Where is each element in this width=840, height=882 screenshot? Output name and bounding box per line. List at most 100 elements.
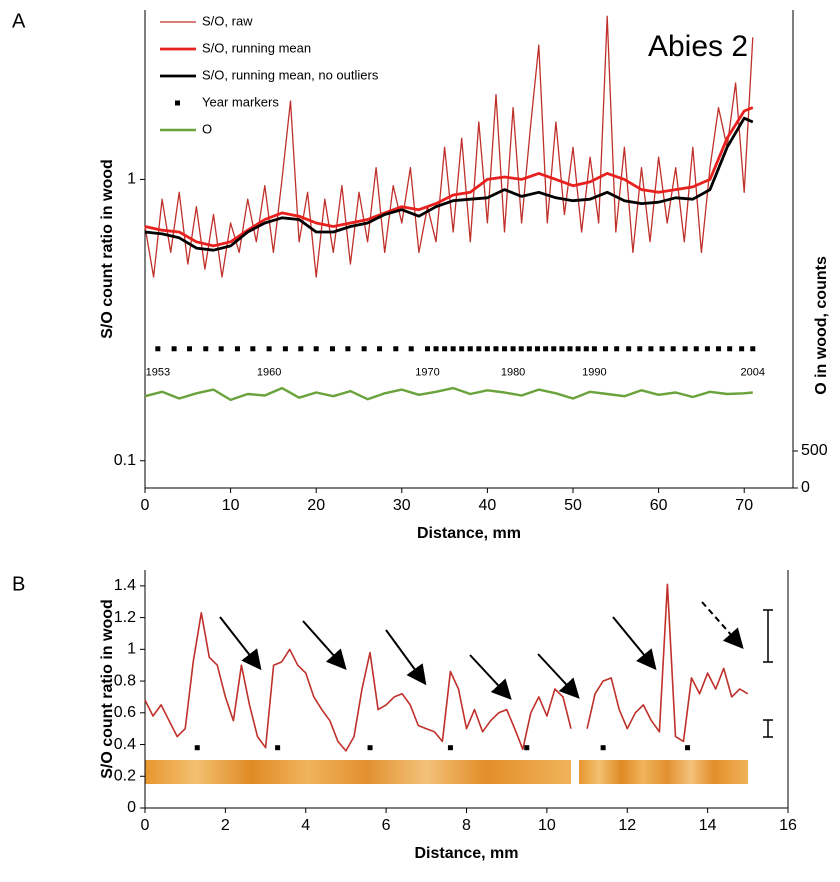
year-marker: [194, 745, 200, 751]
x-tick-label: 50: [564, 497, 582, 514]
legend-label: Year markers: [202, 94, 279, 109]
year-label: 1980: [501, 367, 525, 379]
year-marker: [424, 346, 430, 352]
year-marker: [450, 346, 456, 352]
year-marker: [187, 346, 193, 352]
year-marker: [218, 346, 224, 352]
series-line: [144, 106, 754, 248]
y-tick-label: 1.2: [114, 609, 136, 626]
x-tick-label: 10: [222, 497, 240, 514]
year-marker: [484, 346, 490, 352]
x-tick-label: 70: [735, 497, 753, 514]
x-tick-label: 2: [221, 817, 230, 834]
year-marker: [648, 346, 654, 352]
legend-label: S/O, running mean: [202, 40, 311, 55]
year-marker: [298, 346, 304, 352]
year-marker: [367, 745, 373, 751]
year-marker: [447, 745, 453, 751]
year-marker: [467, 346, 473, 352]
year-marker: [442, 346, 448, 352]
y-tick-label: 1: [127, 641, 136, 658]
year-marker: [476, 346, 482, 352]
year-marker: [408, 346, 414, 352]
series-line: [144, 583, 749, 752]
year-marker: [591, 346, 597, 352]
year-label: 1990: [582, 367, 606, 379]
year-marker: [693, 346, 699, 352]
wood-strip: [145, 760, 748, 784]
y-tick-label: 0: [127, 799, 136, 816]
year-marker: [637, 346, 643, 352]
x-tick-label: 0: [141, 817, 150, 834]
error-bars: [763, 609, 773, 738]
x-axis-title: Distance, mm: [417, 525, 521, 542]
year-marker: [551, 346, 557, 352]
year-marker: [524, 745, 530, 751]
year-marker: [313, 346, 319, 352]
year-marker: [433, 346, 439, 352]
year-marker: [534, 346, 540, 352]
legend-symbol: [175, 100, 180, 106]
series-line: [144, 116, 754, 252]
year-marker: [493, 346, 499, 352]
x-tick-label: 60: [650, 497, 668, 514]
year-marker: [583, 346, 589, 352]
y-tick-label: 1.4: [114, 577, 136, 594]
y-tick-label: 0.4: [114, 736, 136, 753]
x-tick-label: 40: [479, 497, 497, 514]
year-marker: [575, 346, 581, 352]
year-marker: [739, 346, 745, 352]
year-marker: [543, 346, 549, 352]
annotation: Abies 2: [648, 30, 748, 63]
year-marker: [526, 346, 532, 352]
year-marker: [670, 346, 676, 352]
y-axis-title: S/O count ratio in wood: [99, 159, 116, 339]
year-label: 1953: [146, 367, 170, 379]
legend-label: S/O, raw: [202, 13, 253, 28]
x-tick-label: 14: [699, 817, 717, 834]
x-tick-label: 6: [382, 817, 391, 834]
x-tick-label: 30: [393, 497, 411, 514]
y-tick-label: 0.2: [114, 767, 136, 784]
y2-axis-title: O in wood, counts: [813, 256, 830, 395]
x-tick-label: 0: [141, 497, 150, 514]
year-marker: [275, 745, 281, 751]
year-marker: [659, 346, 665, 352]
legend-label: O: [202, 121, 212, 136]
year-marker: [234, 346, 240, 352]
year-marker: [361, 346, 367, 352]
year-marker: [750, 346, 756, 352]
year-marker: [502, 346, 508, 352]
x-tick-label: 12: [618, 817, 636, 834]
year-marker: [716, 346, 722, 352]
year-marker: [614, 346, 620, 352]
year-label: 1960: [257, 367, 281, 379]
y-tick-label: 0.6: [114, 704, 136, 721]
legend-label: S/O, running mean, no outliers: [202, 67, 379, 82]
year-marker: [626, 346, 632, 352]
x-tick-label: 16: [779, 817, 797, 834]
y-axis-title: S/O count ratio in wood: [99, 599, 116, 779]
series-line: [144, 386, 753, 402]
x-tick-label: 8: [462, 817, 471, 834]
y2-tick-label: 0: [801, 479, 810, 496]
year-marker: [282, 346, 288, 352]
year-marker: [727, 346, 733, 352]
series-line: [144, 15, 754, 278]
year-marker: [510, 346, 516, 352]
x-tick-label: 20: [307, 497, 325, 514]
year-marker: [266, 346, 272, 352]
year-marker: [600, 745, 606, 751]
panel-letter: A: [12, 10, 26, 32]
year-marker: [682, 346, 688, 352]
year-marker: [250, 346, 256, 352]
year-marker: [345, 346, 351, 352]
year-marker: [329, 346, 335, 352]
year-marker: [155, 346, 161, 352]
year-marker: [171, 346, 177, 352]
year-marker: [377, 346, 383, 352]
year-marker: [518, 346, 524, 352]
year-marker: [603, 346, 609, 352]
year-marker: [704, 346, 710, 352]
